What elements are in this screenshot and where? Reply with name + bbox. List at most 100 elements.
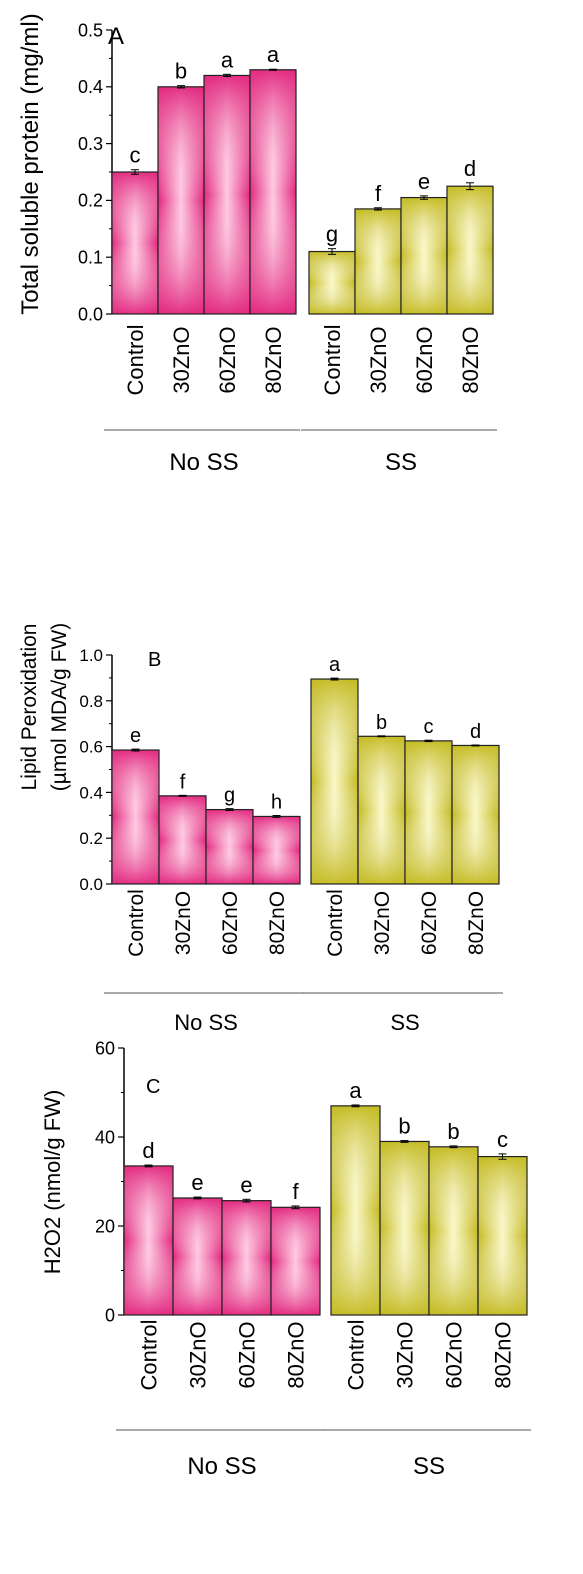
x-tick-label: Control xyxy=(343,1320,368,1391)
x-tick-label: 80ZnO xyxy=(261,326,286,393)
y-axis-ticks: 0.0 0.2 0.4 0.6 0.8 1.0 xyxy=(79,646,113,894)
group-label: SS xyxy=(413,1453,445,1480)
significance-letter: b xyxy=(398,1114,410,1139)
x-tick-label: Control xyxy=(324,889,347,957)
y-axis-ticks: 0.0 0.1 0.2 0.3 0.4 0.5 xyxy=(78,20,113,324)
significance-letter: a xyxy=(267,42,280,67)
y-tick-label: 0 xyxy=(105,1305,115,1325)
bar-shading xyxy=(111,171,159,315)
y-tick-label: 0.3 xyxy=(78,134,103,154)
x-tick-label: 30ZnO xyxy=(371,891,394,955)
y-tick-label: 0.0 xyxy=(78,304,103,324)
significance-letter: e xyxy=(240,1172,252,1197)
bar-shading xyxy=(446,185,494,315)
bar-shading xyxy=(270,1206,321,1316)
group-labels: No SS SS xyxy=(104,429,497,476)
bar-shading xyxy=(123,1165,174,1316)
x-axis-tick-labels: Control 30ZnO 60ZnO 80ZnO Control 30ZnO 60ZnO 8… xyxy=(125,889,488,957)
bar-series: e f g h a b c d xyxy=(111,654,500,885)
bar-shading xyxy=(357,735,406,885)
panel-b: B Lipid Peroxidation (µmol MDA/g FW) 0.0… xyxy=(18,623,503,1035)
significance-letter: f xyxy=(292,1179,299,1204)
x-tick-label: 30ZnO xyxy=(172,891,195,955)
significance-letter: h xyxy=(271,792,282,814)
significance-letter: e xyxy=(130,725,141,747)
panel-label: B xyxy=(148,649,161,671)
group-labels: No SS SS xyxy=(104,992,503,1035)
bar-shading xyxy=(172,1197,223,1316)
bar-shading xyxy=(221,1200,272,1316)
y-axis-label-line-2: (µmol MDA/g FW) xyxy=(48,623,71,791)
bar-shading xyxy=(203,74,251,315)
y-tick-label: 0.1 xyxy=(78,248,103,268)
bar-shading xyxy=(308,250,356,315)
x-tick-label: 80ZnO xyxy=(266,891,289,955)
x-tick-label: 30ZnO xyxy=(392,1321,417,1388)
y-tick-label: 0.4 xyxy=(79,783,103,802)
y-tick-label: 0.4 xyxy=(78,77,103,97)
y-tick-label: 0.8 xyxy=(79,692,103,711)
bar-shading xyxy=(252,815,301,885)
group-label: SS xyxy=(385,449,417,476)
significance-letter: f xyxy=(180,771,186,793)
y-axis-label: Total soluble protein (mg/ml) xyxy=(17,13,44,314)
x-tick-label: 60ZnO xyxy=(215,326,240,393)
group-labels: No SS SS xyxy=(116,1429,531,1480)
significance-letter: g xyxy=(224,785,235,807)
significance-letter: d xyxy=(470,721,481,743)
y-tick-label: 0.2 xyxy=(79,829,103,848)
group-label: No SS xyxy=(174,1010,238,1035)
significance-letter: d xyxy=(142,1138,154,1163)
y-axis-label-line-1: Lipid Peroxidation xyxy=(18,624,41,791)
y-axis-ticks: 0 20 40 60 xyxy=(95,1038,125,1325)
x-tick-label: 60ZnO xyxy=(412,326,437,393)
group-label: SS xyxy=(390,1010,419,1035)
y-tick-label: 60 xyxy=(95,1038,115,1058)
bar-shading xyxy=(428,1146,479,1316)
y-tick-label: 40 xyxy=(95,1127,115,1147)
x-tick-label: 80ZnO xyxy=(490,1321,515,1388)
bar-shading xyxy=(400,196,448,315)
x-tick-label: Control xyxy=(136,1320,161,1391)
x-tick-label: 60ZnO xyxy=(441,1321,466,1388)
x-tick-label: 60ZnO xyxy=(219,891,242,955)
significance-letter: g xyxy=(326,222,338,247)
x-tick-label: 80ZnO xyxy=(283,1321,308,1388)
x-tick-label: 80ZnO xyxy=(458,326,483,393)
significance-letter: f xyxy=(375,181,382,206)
x-tick-label: Control xyxy=(123,325,148,396)
bar-shading xyxy=(451,744,500,885)
bar-shading xyxy=(330,1105,381,1316)
x-axis-tick-labels: Control 30ZnO 60ZnO 80ZnO Control 30ZnO 60ZnO 8… xyxy=(136,1320,515,1391)
x-tick-label: 30ZnO xyxy=(366,326,391,393)
bar-shading xyxy=(379,1140,430,1316)
bar-shading xyxy=(354,208,402,315)
bar-shading xyxy=(310,678,359,885)
bar-shading xyxy=(205,808,254,885)
panel-a: A Total soluble protein (mg/ml) 0.00.10.… xyxy=(17,13,497,476)
significance-letter: a xyxy=(349,1078,362,1103)
y-tick-label: 0.5 xyxy=(78,20,103,40)
y-tick-label: 0.6 xyxy=(79,738,103,757)
y-tick-label: 1.0 xyxy=(79,646,103,665)
y-tick-label: 0.0 xyxy=(79,875,103,894)
group-label: No SS xyxy=(169,449,238,476)
x-tick-label: 60ZnO xyxy=(418,891,441,955)
bar-series: d e e f a b b c xyxy=(123,1078,528,1316)
x-axis-tick-labels: Control 30ZnO 60ZnO 80ZnO Control 30ZnO 60ZnO 8… xyxy=(123,325,483,396)
bar-shading xyxy=(111,749,160,885)
bar-shading xyxy=(404,740,453,885)
y-axis-label: H2O2 (nmol/g FW) xyxy=(40,1090,65,1275)
significance-letter: a xyxy=(329,654,341,676)
significance-letter: a xyxy=(221,47,234,72)
x-tick-label: Control xyxy=(125,889,148,957)
significance-letter: c xyxy=(424,716,434,738)
panel-label: A xyxy=(108,23,124,50)
bar-shading xyxy=(158,795,207,885)
significance-letter: e xyxy=(191,1170,203,1195)
x-tick-label: 30ZnO xyxy=(169,326,194,393)
significance-letter: c xyxy=(130,143,141,168)
x-tick-label: 60ZnO xyxy=(234,1321,259,1388)
significance-letter: b xyxy=(376,712,387,734)
y-tick-label: 0.2 xyxy=(78,191,103,211)
